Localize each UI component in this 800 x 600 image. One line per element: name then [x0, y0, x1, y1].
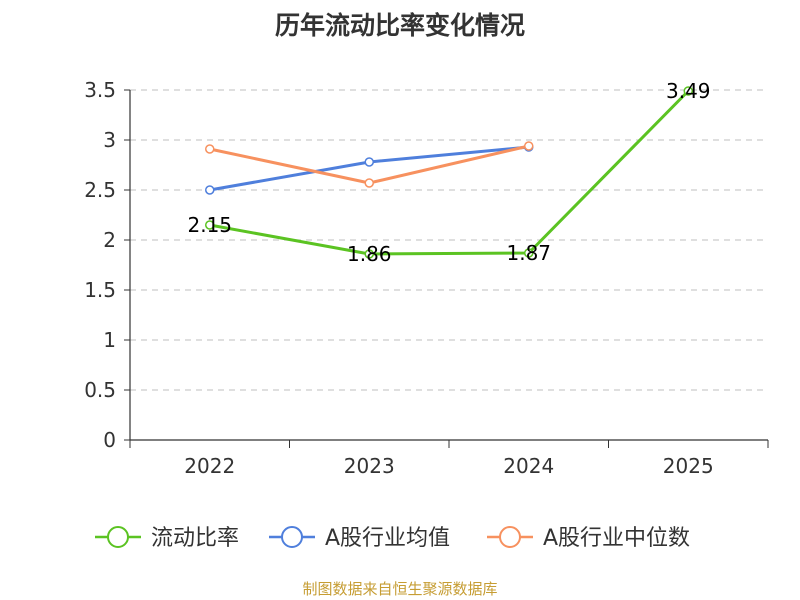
data-point [364, 249, 374, 259]
data-label: 1.87 [506, 241, 551, 265]
x-tick-label: 2024 [503, 454, 554, 478]
data-point [524, 248, 534, 258]
data-point [364, 178, 374, 188]
x-tick-label: 2023 [344, 454, 395, 478]
y-tick-label: 2.5 [84, 178, 116, 202]
legend-marker-icon [107, 526, 129, 548]
legend-label: 流动比率 [151, 526, 239, 551]
y-tick-label: 3.5 [84, 78, 116, 102]
data-point [205, 144, 215, 154]
x-tick-label: 2025 [663, 454, 714, 478]
y-tick-label: 2 [103, 228, 116, 252]
data-label: 3.49 [666, 79, 711, 103]
data-source-note: 制图数据来自恒生聚源数据库 [302, 580, 498, 598]
x-tick-label: 2022 [184, 454, 235, 478]
legend-marker-icon [281, 526, 303, 548]
y-tick-label: 3 [103, 128, 116, 152]
legend-label: A股行业均值 [325, 526, 450, 551]
data-label: 2.15 [187, 213, 232, 237]
data-point [524, 141, 534, 151]
data-point [205, 185, 215, 195]
y-tick-label: 1 [103, 328, 116, 352]
y-tick-label: 1.5 [84, 278, 116, 302]
series-line-0 [209, 89, 690, 256]
legend-marker-icon [499, 526, 521, 548]
legend-label: A股行业中位数 [543, 526, 690, 551]
data-point [683, 86, 693, 96]
y-tick-label: 0.5 [84, 378, 116, 402]
chart-title: 历年流动比率变化情况 [274, 11, 525, 40]
data-point [364, 157, 374, 167]
data-label: 1.86 [347, 242, 392, 266]
data-point [205, 220, 215, 230]
y-tick-label: 0 [103, 428, 116, 452]
